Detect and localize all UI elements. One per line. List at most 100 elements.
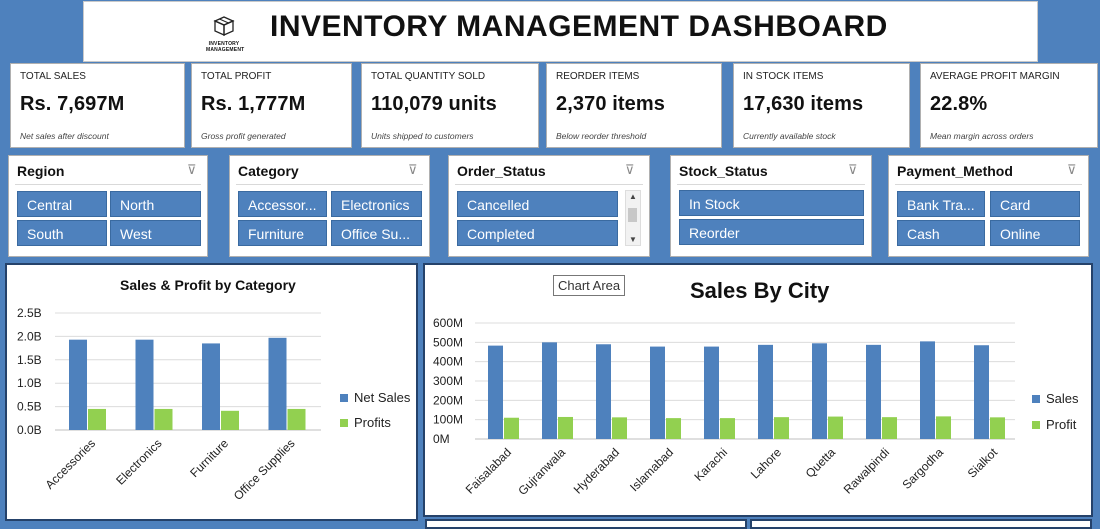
x-tick-label: Gujranwala xyxy=(515,445,568,498)
slicer-item-accessories[interactable]: Accessor... xyxy=(238,191,327,217)
filter-clear-icon[interactable]: ⊽ xyxy=(625,162,635,177)
bar-profit xyxy=(828,416,843,439)
filter-clear-icon[interactable]: ⊽ xyxy=(848,162,858,177)
x-tick-label: Hyderabad xyxy=(571,445,622,496)
bar-sales xyxy=(920,341,935,439)
slicer-title: Region xyxy=(17,163,65,179)
slicer-scrollbar[interactable]: ▲ ▼ xyxy=(625,190,641,246)
chevron-up-icon[interactable]: ▲ xyxy=(629,192,637,201)
scroll-thumb[interactable] xyxy=(628,208,637,222)
bar-net-sales xyxy=(69,339,87,430)
slicer-item-completed[interactable]: Completed xyxy=(457,220,618,246)
kpi-in-stock-items: IN STOCK ITEMS 17,630 items Currently av… xyxy=(733,63,910,148)
slicer-item-west[interactable]: West xyxy=(110,220,201,246)
bar-sales xyxy=(488,345,503,439)
x-tick-label: Quetta xyxy=(803,445,839,481)
slicer-item-in-stock[interactable]: In Stock xyxy=(679,190,864,216)
x-tick-label: Sialkot xyxy=(965,445,1001,481)
y-tick-label: 200M xyxy=(433,393,463,407)
kpi-subtitle: Units shipped to customers xyxy=(371,131,474,141)
x-tick-label: Rawalpindi xyxy=(841,445,892,496)
slicer-item-north[interactable]: North xyxy=(110,191,201,217)
x-tick-label: Accessories xyxy=(42,436,98,492)
slicer-item-furniture[interactable]: Furniture xyxy=(238,220,327,246)
filter-clear-icon[interactable]: ⊽ xyxy=(408,162,418,177)
kpi-total-sales: TOTAL SALES Rs. 7,697M Net sales after d… xyxy=(10,63,185,148)
x-tick-label: Karachi xyxy=(691,445,730,484)
filter-clear-icon[interactable]: ⊽ xyxy=(187,162,197,177)
bar-net-sales xyxy=(202,343,220,430)
slicer-region: Region ⊽ Central North South West xyxy=(8,155,208,257)
slicer-item-bank-transfer[interactable]: Bank Tra... xyxy=(897,191,985,217)
kpi-label: REORDER ITEMS xyxy=(556,71,640,82)
slicer-item-cash[interactable]: Cash xyxy=(897,220,985,246)
chart-sales-by-city[interactable]: Sales By City 0M 100M 200M 300M 400M 500M 600M… xyxy=(423,263,1093,517)
slicer-item-electronics[interactable]: Electronics xyxy=(331,191,422,217)
slicer-title: Payment_Method xyxy=(897,163,1013,179)
bar-profit xyxy=(882,417,897,439)
bar-sales xyxy=(596,344,611,439)
x-tick-label: Electronics xyxy=(113,436,164,487)
bar-net-sales xyxy=(135,339,154,430)
slicer-item-online[interactable]: Online xyxy=(990,220,1080,246)
y-tick-label: 2.0B xyxy=(17,329,42,343)
kpi-value: 110,079 units xyxy=(371,93,497,115)
chart-sales-profit-by-category[interactable]: Sales & Profit by Category 0.0B 0.5B 1.0B 1… xyxy=(5,263,418,521)
kpi-subtitle: Below reorder threshold xyxy=(556,131,647,141)
bar-profits xyxy=(154,408,173,430)
filter-clear-icon[interactable]: ⊽ xyxy=(1067,162,1077,177)
kpi-label: TOTAL PROFIT xyxy=(201,71,272,82)
kpi-value: 17,630 items xyxy=(743,93,864,115)
y-tick-label: 0.0B xyxy=(17,423,42,437)
legend-swatch xyxy=(340,394,348,402)
y-tick-label: 1.0B xyxy=(17,376,42,390)
legend-swatch xyxy=(340,419,348,427)
bar-profits xyxy=(88,408,106,430)
legend-label: Profits xyxy=(354,415,391,430)
kpi-label: TOTAL QUANTITY SOLD xyxy=(371,71,486,82)
slicer-item-card[interactable]: Card xyxy=(990,191,1080,217)
kpi-label: IN STOCK ITEMS xyxy=(743,71,824,82)
slicer-item-south[interactable]: South xyxy=(17,220,107,246)
chart-title: Sales & Profit by Category xyxy=(120,277,296,293)
bar-sales xyxy=(704,346,719,439)
legend-label: Net Sales xyxy=(354,390,411,405)
legend-swatch xyxy=(1032,395,1040,403)
chevron-down-icon[interactable]: ▼ xyxy=(629,235,637,244)
bar-profit xyxy=(558,416,573,439)
divider xyxy=(236,184,423,185)
box-logo-icon xyxy=(213,16,235,37)
kpi-subtitle: Currently available stock xyxy=(743,131,836,141)
slicer-item-cancelled[interactable]: Cancelled xyxy=(457,191,618,217)
slicer-item-office-supplies[interactable]: Office Su... xyxy=(331,220,422,246)
bar-profit xyxy=(720,418,735,439)
slicer-title: Category xyxy=(238,163,299,179)
slicer-item-reorder[interactable]: Reorder xyxy=(679,219,864,245)
kpi-total-profit: TOTAL PROFIT Rs. 1,777M Gross profit gen… xyxy=(191,63,352,148)
x-tick-label: Furniture xyxy=(187,436,231,480)
kpi-label: TOTAL SALES xyxy=(20,71,86,82)
kpi-value: Rs. 1,777M xyxy=(201,93,306,115)
slicer-payment-method: Payment_Method ⊽ Bank Tra... Card Cash O… xyxy=(888,155,1089,257)
bar-sales xyxy=(650,346,665,439)
y-tick-label: 100M xyxy=(433,413,463,427)
x-tick-label: Lahore xyxy=(748,445,785,482)
y-tick-label: 600M xyxy=(433,316,463,330)
slicer-item-central[interactable]: Central xyxy=(17,191,107,217)
slicer-order-status: Order_Status ⊽ Cancelled Completed ▲ ▼ xyxy=(448,155,650,257)
bar-sales xyxy=(758,344,773,439)
bar-profit xyxy=(990,417,1005,439)
bar-sales xyxy=(542,342,557,439)
kpi-subtitle: Mean margin across orders xyxy=(930,131,1034,141)
divider xyxy=(677,184,865,185)
x-tick-label: Faisalabad xyxy=(463,445,514,496)
x-tick-label: Sargodha xyxy=(899,445,946,492)
kpi-value: 22.8% xyxy=(930,93,988,115)
chart-panel-partial xyxy=(425,519,747,529)
bar-profit xyxy=(504,417,519,439)
kpi-total-quantity-sold: TOTAL QUANTITY SOLD 110,079 units Units … xyxy=(361,63,539,148)
slicer-stock-status: Stock_Status ⊽ In Stock Reorder xyxy=(670,155,872,257)
bar-profits xyxy=(221,410,239,430)
chart-panel-partial xyxy=(750,519,1092,529)
y-tick-label: 2.5B xyxy=(17,306,42,320)
